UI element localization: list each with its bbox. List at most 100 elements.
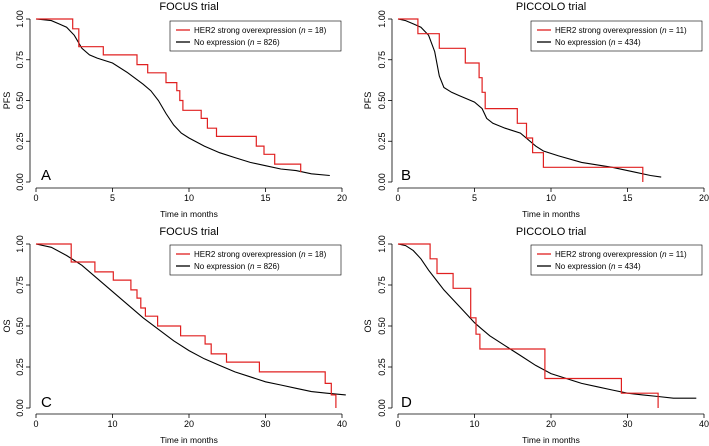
x-axis-label: Time in months xyxy=(522,435,580,445)
y-tick-label: 0.75 xyxy=(377,276,387,294)
curve-her2-overexpression xyxy=(36,243,337,408)
curve-her2-overexpression xyxy=(36,18,302,173)
y-axis-label: OS xyxy=(363,319,373,332)
x-tick-label: 0 xyxy=(395,419,400,429)
legend-label-her2: HER2 strong overexpression (n = 11) xyxy=(555,26,687,35)
legend-label-no-expression: No expression (n = 434) xyxy=(555,262,641,271)
x-tick-label: 5 xyxy=(110,193,115,203)
x-tick-label: 10 xyxy=(469,419,479,429)
chart-title: PICCOLO trial xyxy=(516,226,586,238)
x-tick-label: 40 xyxy=(699,419,709,429)
y-tick-label: 0.75 xyxy=(15,276,25,294)
y-tick-label: 1.00 xyxy=(15,235,25,253)
legend-label-her2: HER2 strong overexpression (n = 18) xyxy=(194,250,327,259)
legend-box xyxy=(530,20,703,52)
chart-title: PICCOLO trial xyxy=(516,1,586,13)
legend-text-part: = 434) xyxy=(615,262,640,271)
chart-title: FOCUS trial xyxy=(159,1,218,13)
x-tick-label: 15 xyxy=(260,193,270,203)
legend-text-part: = 11) xyxy=(667,250,687,259)
legend: HER2 strong overexpression (n = 11)No ex… xyxy=(530,244,703,276)
y-tick-label: 1.00 xyxy=(377,235,387,253)
legend-box xyxy=(169,20,342,52)
curve-her2-overexpression xyxy=(398,243,659,408)
y-axis-label: OS xyxy=(2,319,12,332)
legend-text-part: HER2 strong overexpression ( xyxy=(555,250,662,259)
chart-panel-d: PICCOLO trial 0 10 20 30 40 0.00 0.25 0.50 0.75 1.… xyxy=(363,226,709,445)
x-axis-label: Time in months xyxy=(160,435,218,445)
legend-text-part: HER2 strong overexpression ( xyxy=(194,250,301,259)
legend-text-part: HER2 strong overexpression ( xyxy=(555,26,662,35)
curve-her2-overexpression xyxy=(398,18,644,182)
y-tick-label: 0.00 xyxy=(15,399,25,417)
legend-text-part: = 18) xyxy=(306,250,327,259)
y-tick-label: 0.50 xyxy=(377,92,387,110)
y-tick-label: 0.50 xyxy=(377,317,387,335)
y-tick-label: 0.00 xyxy=(377,399,387,417)
legend-n-symbol: n xyxy=(611,262,616,271)
panel-label: D xyxy=(401,394,412,411)
legend-box xyxy=(530,244,703,276)
x-axis-label: Time in months xyxy=(522,209,580,219)
legend-label-no-expression: No expression (n = 826) xyxy=(194,38,280,47)
curve-no-expression xyxy=(35,243,346,396)
legend-label-her2: HER2 strong overexpression (n = 11) xyxy=(555,250,687,259)
x-tick-label: 0 xyxy=(33,193,38,203)
legend-text-part: = 18) xyxy=(306,26,327,35)
y-tick-label: 0.00 xyxy=(377,173,387,191)
y-tick-label: 0.75 xyxy=(15,51,25,69)
legend: HER2 strong overexpression (n = 18)No ex… xyxy=(169,20,342,52)
chart-panel-c: FOCUS trial 0 10 20 30 40 0.00 0.25 0.50 0.75 1.00… xyxy=(2,226,347,445)
legend-text-part: = 11) xyxy=(667,26,687,35)
panel-label: C xyxy=(41,394,52,411)
y-tick-label: 0.75 xyxy=(377,51,387,69)
x-tick-label: 10 xyxy=(184,193,194,203)
x-tick-label: 15 xyxy=(622,193,632,203)
legend-label-no-expression: No expression (n = 434) xyxy=(555,38,641,47)
legend-label-no-expression: No expression (n = 826) xyxy=(194,262,280,271)
legend-text-part: = 826) xyxy=(254,262,279,271)
y-tick-label: 0.25 xyxy=(377,132,387,150)
y-tick-label: 0.25 xyxy=(15,132,25,150)
x-tick-label: 10 xyxy=(107,419,117,429)
chart-panel-a: FOCUS trial 0 5 10 15 20 0.00 0.25 0.50 0.75 1.00 T… xyxy=(2,1,347,219)
legend-text-part: No expression ( xyxy=(194,262,250,271)
chart-panel-b: PICCOLO trial 0 5 10 15 20 0.00 0.25 0.50 0.75 1.0… xyxy=(363,1,709,219)
legend-label-her2: HER2 strong overexpression (n = 18) xyxy=(194,26,327,35)
y-tick-label: 0.25 xyxy=(15,358,25,376)
y-tick-label: 0.50 xyxy=(15,317,25,335)
y-tick-label: 0.25 xyxy=(377,358,387,376)
y-tick-label: 0.50 xyxy=(15,92,25,110)
x-tick-label: 20 xyxy=(337,193,347,203)
legend-n-symbol: n xyxy=(301,250,306,259)
legend-text-part: No expression ( xyxy=(555,262,611,271)
legend-text-part: = 434) xyxy=(615,38,640,47)
y-tick-label: 1.00 xyxy=(377,10,387,28)
x-tick-label: 30 xyxy=(622,419,632,429)
x-tick-label: 5 xyxy=(472,193,477,203)
y-tick-label: 1.00 xyxy=(15,10,25,28)
x-tick-label: 30 xyxy=(260,419,270,429)
legend-n-symbol: n xyxy=(662,26,667,35)
panel-label: B xyxy=(401,167,411,184)
legend-n-symbol: n xyxy=(250,262,255,271)
legend-n-symbol: n xyxy=(662,250,667,259)
x-axis-label: Time in months xyxy=(160,209,218,219)
y-axis-label: PFS xyxy=(363,92,373,110)
legend-n-symbol: n xyxy=(250,38,255,47)
legend-text-part: HER2 strong overexpression ( xyxy=(194,26,301,35)
x-tick-label: 20 xyxy=(699,193,709,203)
x-tick-label: 0 xyxy=(33,419,38,429)
legend-text-part: No expression ( xyxy=(555,38,611,47)
y-tick-label: 0.00 xyxy=(15,173,25,191)
legend-n-symbol: n xyxy=(611,38,616,47)
x-tick-label: 10 xyxy=(546,193,556,203)
legend-text-part: No expression ( xyxy=(194,38,250,47)
x-tick-label: 0 xyxy=(395,193,400,203)
y-axis-label: PFS xyxy=(2,92,12,110)
legend-text-part: = 826) xyxy=(254,38,279,47)
legend-n-symbol: n xyxy=(301,26,306,35)
chart-title: FOCUS trial xyxy=(159,226,218,238)
legend: HER2 strong overexpression (n = 18)No ex… xyxy=(169,244,342,276)
